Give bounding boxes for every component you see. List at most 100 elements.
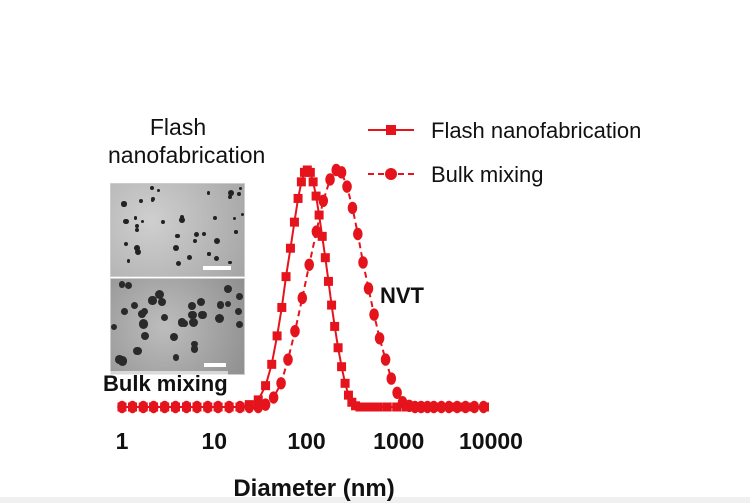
x-tick-label: 1000 (373, 428, 424, 454)
data-point (382, 402, 392, 412)
nanoparticle (140, 219, 144, 223)
data-point (138, 400, 149, 414)
nanoparticle (236, 293, 243, 301)
data-point (340, 378, 350, 388)
nanoparticle (193, 232, 199, 238)
data-point (268, 391, 279, 404)
tem-image-bulk (110, 278, 245, 375)
nanoparticle (240, 213, 244, 217)
nanoparticle (130, 302, 138, 310)
data-point (253, 400, 264, 414)
nanoparticle (161, 219, 165, 224)
annotation-nvt: NVT (380, 283, 425, 308)
data-point (224, 400, 234, 414)
data-point (272, 331, 282, 341)
nanoparticle (181, 320, 188, 327)
legend-marker (386, 125, 396, 135)
nanoparticle (234, 307, 243, 316)
nanoparticle (138, 198, 143, 204)
nanoparticle (188, 317, 199, 328)
x-tick-label: 1 (116, 428, 129, 454)
data-point (305, 167, 315, 177)
nanoparticle (175, 260, 181, 266)
nanoparticle (187, 301, 196, 310)
data-point (244, 400, 255, 414)
nanoparticle (133, 245, 140, 251)
inset-title-line2: nanofabrication (108, 142, 266, 168)
data-point (469, 400, 480, 414)
data-point (363, 282, 374, 295)
nanoparticle (206, 190, 211, 195)
nanoparticle (156, 188, 160, 192)
data-point (289, 217, 299, 227)
nanoparticle (188, 310, 197, 319)
data-point (323, 276, 333, 286)
nanoparticle (234, 230, 238, 234)
series-2 (117, 163, 489, 414)
data-point (452, 400, 462, 414)
nanoparticle (158, 298, 166, 306)
nanoparticle (124, 241, 129, 246)
nanoparticle (207, 252, 211, 256)
nanoparticle (236, 320, 244, 328)
nanoparticle (133, 216, 137, 220)
nanoparticle (213, 238, 220, 245)
nanoparticle (190, 345, 199, 353)
data-point (159, 400, 170, 414)
nanoparticle (216, 300, 225, 309)
nanoparticle (150, 198, 154, 202)
data-point (444, 400, 454, 414)
legend-label: Bulk mixing (431, 162, 543, 187)
data-point (308, 177, 318, 187)
inset-title-line1: Flash (149, 114, 207, 140)
nanoparticle (139, 319, 149, 329)
nanoparticle (196, 297, 206, 307)
data-point (317, 231, 327, 241)
nanoparticle (170, 333, 179, 342)
nanoparticle (154, 289, 164, 300)
data-point (281, 272, 291, 282)
nanoparticle (124, 281, 132, 289)
nanoparticle (223, 284, 232, 293)
nanoparticle (237, 192, 241, 197)
data-point (358, 256, 368, 269)
data-point (429, 400, 439, 414)
data-point (276, 377, 286, 390)
data-point (336, 166, 347, 179)
data-point (478, 400, 489, 414)
nanoparticle (148, 296, 157, 305)
data-point (277, 302, 287, 312)
nanoparticle (138, 310, 146, 318)
data-point (285, 243, 295, 253)
x-tick-label: 10 (201, 428, 227, 454)
nanoparticle (115, 355, 124, 364)
data-point (293, 193, 303, 203)
data-point (369, 308, 379, 321)
nanoparticle (175, 233, 180, 238)
data-point (117, 400, 127, 414)
tem-image-flash (110, 183, 245, 277)
data-point (355, 402, 365, 412)
data-point (311, 225, 322, 238)
data-point (260, 398, 271, 411)
data-point (192, 400, 202, 414)
data-point (327, 300, 337, 310)
nanoparticle (228, 260, 232, 265)
nanoparticle (121, 308, 128, 315)
nanoparticle (227, 195, 232, 200)
inset-caption: Bulk mixing (103, 371, 228, 397)
data-point (148, 400, 159, 414)
data-point (213, 400, 223, 414)
data-point (360, 402, 370, 412)
data-point (460, 400, 471, 414)
data-point (353, 227, 363, 241)
legend-marker (385, 168, 397, 180)
data-point (380, 353, 391, 366)
nanoparticle (160, 314, 169, 322)
data-point (337, 362, 347, 372)
nanoparticle (227, 189, 234, 196)
data-point (373, 402, 383, 412)
nanoparticle (134, 223, 139, 228)
scale-bar (203, 266, 231, 270)
